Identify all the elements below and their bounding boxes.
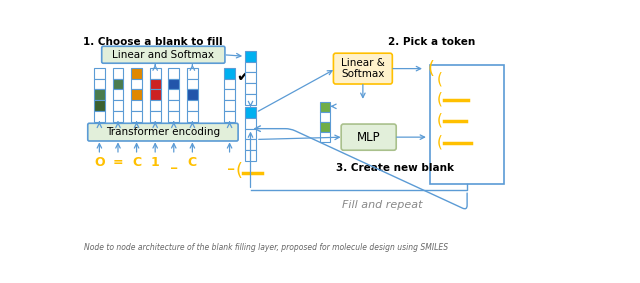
Text: C: C (132, 156, 141, 169)
Bar (245, 118, 256, 129)
Text: MLP: MLP (357, 131, 381, 144)
FancyBboxPatch shape (333, 53, 392, 84)
Bar (150, 68, 161, 79)
Text: =: = (113, 156, 124, 169)
Bar (113, 89, 124, 100)
Bar (187, 79, 198, 89)
Bar (224, 89, 235, 100)
Text: C: C (188, 156, 197, 169)
Bar (245, 62, 256, 72)
Text: (: ( (436, 92, 442, 107)
Bar (245, 72, 256, 83)
Bar (168, 100, 179, 111)
Bar (320, 102, 330, 112)
Bar (113, 111, 124, 122)
Text: 3. Create new blank: 3. Create new blank (336, 163, 454, 173)
Text: _: _ (171, 156, 177, 169)
Bar (245, 83, 256, 94)
Text: (: ( (436, 71, 442, 86)
Text: (: ( (236, 162, 243, 180)
Text: Transformer encoding: Transformer encoding (106, 127, 220, 137)
Bar (94, 111, 105, 122)
Bar (320, 112, 330, 122)
Bar (245, 150, 256, 161)
Bar (113, 100, 124, 111)
Bar (131, 100, 142, 111)
Bar (94, 89, 105, 100)
Bar (113, 79, 124, 89)
Bar (320, 122, 330, 132)
Text: O: O (94, 156, 105, 169)
Bar (131, 68, 142, 79)
Text: (: ( (436, 113, 442, 128)
Text: 1: 1 (151, 156, 159, 169)
Bar (131, 89, 142, 100)
Bar (94, 79, 105, 89)
Bar (245, 94, 256, 105)
Bar (187, 100, 198, 111)
Bar (94, 68, 105, 79)
Bar (168, 68, 179, 79)
Text: ✔: ✔ (236, 69, 248, 84)
Text: Linear &
Softmax: Linear & Softmax (341, 58, 385, 80)
Bar (150, 111, 161, 122)
Bar (131, 111, 142, 122)
Bar (168, 111, 179, 122)
Bar (224, 111, 235, 122)
Bar (131, 79, 142, 89)
Bar (150, 79, 161, 89)
Text: 2. Pick a token: 2. Pick a token (388, 37, 476, 47)
Text: _: _ (228, 157, 234, 170)
FancyBboxPatch shape (102, 46, 225, 63)
Bar (187, 111, 198, 122)
Bar (245, 51, 256, 62)
Text: Linear and Softmax: Linear and Softmax (112, 50, 214, 60)
Bar (150, 100, 161, 111)
Bar (245, 140, 256, 150)
Bar (94, 100, 105, 111)
Bar (224, 68, 235, 79)
Bar (224, 79, 235, 89)
Bar (320, 132, 330, 142)
Bar (224, 100, 235, 111)
Bar (430, 65, 504, 184)
Text: Node to node architecture of the blank filling layer, proposed for molecule desi: Node to node architecture of the blank f… (84, 243, 448, 252)
FancyBboxPatch shape (88, 123, 238, 141)
Text: Fill and repeat: Fill and repeat (342, 200, 422, 209)
Bar (168, 79, 179, 89)
Bar (168, 89, 179, 100)
Bar (245, 107, 256, 118)
Bar (245, 129, 256, 140)
Bar (187, 68, 198, 79)
Bar (113, 68, 124, 79)
Bar (187, 89, 198, 100)
FancyBboxPatch shape (341, 124, 396, 150)
Text: 1. Choose a blank to fill: 1. Choose a blank to fill (83, 37, 223, 47)
Text: (: ( (436, 134, 442, 149)
Text: (: ( (428, 60, 435, 78)
Bar (150, 89, 161, 100)
